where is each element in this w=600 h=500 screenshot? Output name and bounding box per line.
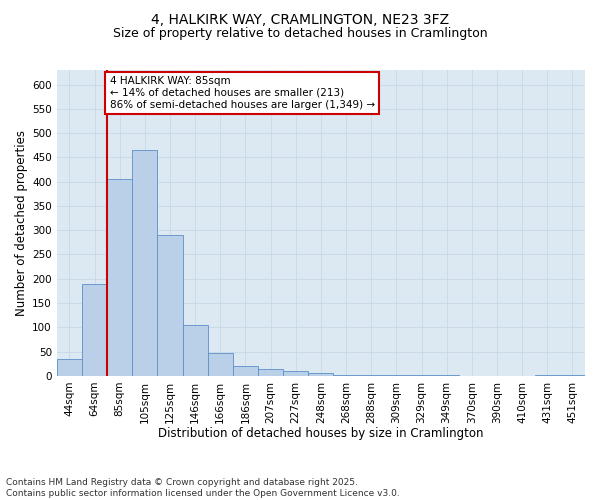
Bar: [208, 352, 233, 376]
Bar: [182, 325, 208, 376]
Bar: [132, 150, 157, 376]
Bar: [57, 359, 82, 376]
Y-axis label: Number of detached properties: Number of detached properties: [15, 130, 28, 316]
Text: 4, HALKIRK WAY, CRAMLINGTON, NE23 3FZ: 4, HALKIRK WAY, CRAMLINGTON, NE23 3FZ: [151, 12, 449, 26]
Bar: [82, 284, 107, 376]
Text: 4 HALKIRK WAY: 85sqm
← 14% of detached houses are smaller (213)
86% of semi-deta: 4 HALKIRK WAY: 85sqm ← 14% of detached h…: [110, 76, 375, 110]
Bar: [359, 375, 384, 376]
Text: Contains HM Land Registry data © Crown copyright and database right 2025.
Contai: Contains HM Land Registry data © Crown c…: [6, 478, 400, 498]
Bar: [334, 375, 359, 376]
Bar: [308, 373, 334, 376]
Bar: [157, 235, 182, 376]
Bar: [258, 368, 283, 376]
Bar: [233, 366, 258, 376]
X-axis label: Distribution of detached houses by size in Cramlington: Distribution of detached houses by size …: [158, 427, 484, 440]
Bar: [535, 375, 560, 376]
Bar: [283, 371, 308, 376]
Bar: [107, 179, 132, 376]
Text: Size of property relative to detached houses in Cramlington: Size of property relative to detached ho…: [113, 28, 487, 40]
